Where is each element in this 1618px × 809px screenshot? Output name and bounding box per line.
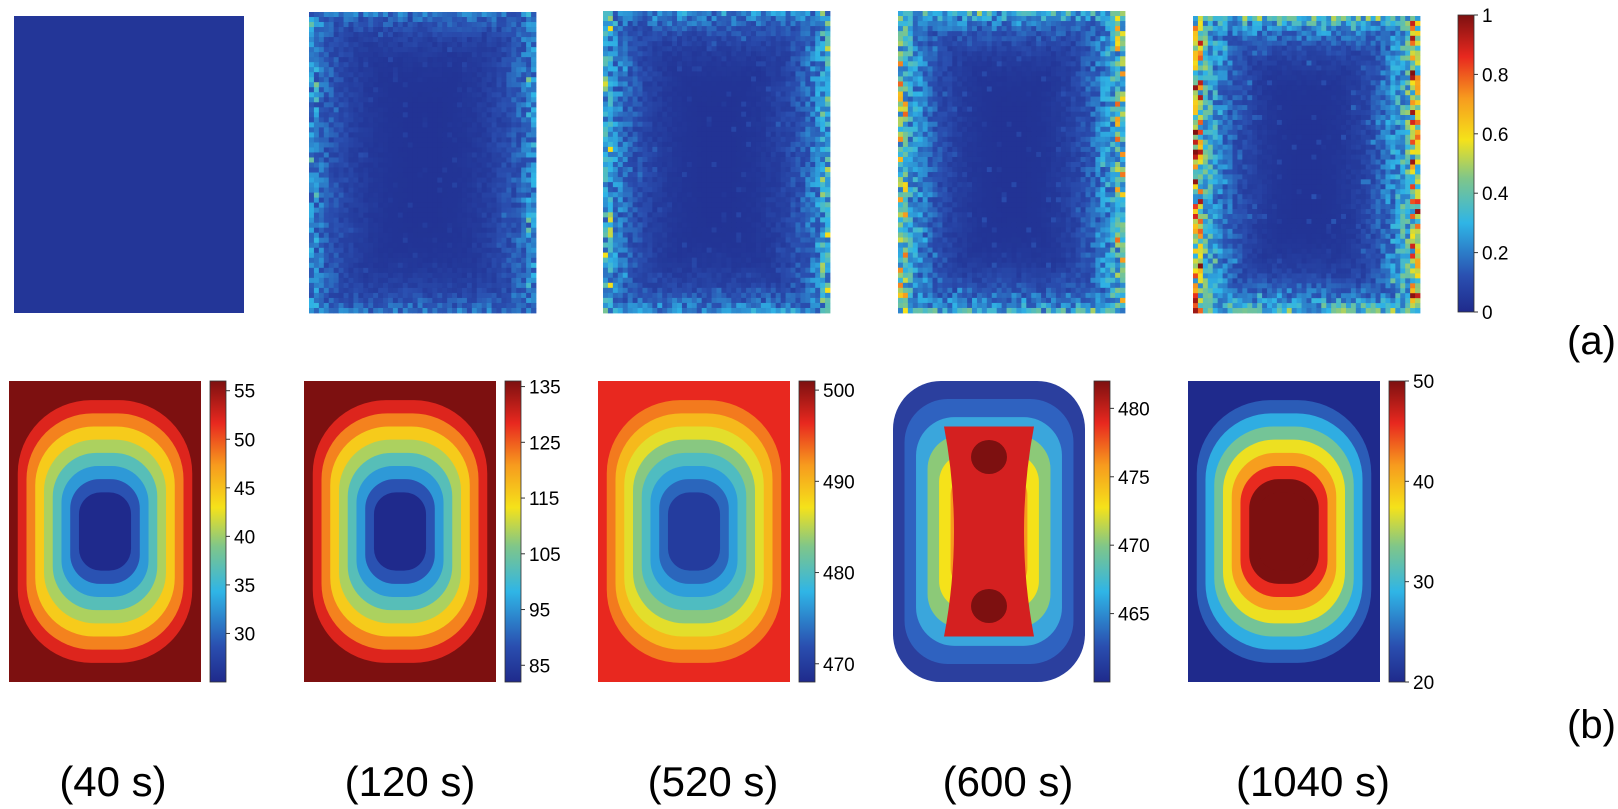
colorbar-a-tick-label: 0	[1482, 303, 1493, 324]
colorbar-b-tick-label: 30	[234, 624, 255, 645]
heatmap-a-5	[1193, 16, 1421, 314]
contour-b-1: 30 35 40 45 50 55	[9, 380, 255, 683]
contour-band	[944, 426, 1034, 637]
heatmap-a-4	[898, 11, 1126, 314]
contour-b-3: 470 480 490 500	[598, 380, 855, 683]
contour-b-2: 85 95 105 115 125 135	[304, 378, 561, 683]
colorbar-b-tick-label: 45	[234, 479, 255, 500]
contour-b-5: 20 30 40 50	[1188, 372, 1434, 694]
colorbar-b-tick-label: 115	[529, 489, 559, 510]
colorbar-b-tick-label: 50	[1413, 372, 1434, 393]
colorbar-b-4	[1093, 380, 1111, 683]
colorbar-a-tick-label: 0.4	[1482, 184, 1509, 205]
heatmap-a-background	[14, 16, 244, 313]
colorbar-b-tick-label: 490	[823, 472, 855, 493]
heatmap-a-2	[309, 12, 537, 314]
colorbar-b-tick-label: 95	[529, 601, 550, 622]
contour-band	[373, 492, 427, 571]
time-label-40: (40 s)	[59, 758, 166, 805]
row-a-colorbar: 0 0.2 0.4 0.6 0.8 1	[1457, 6, 1509, 324]
colorbar-b-tick-label: 40	[1413, 472, 1434, 493]
colorbar-b-1	[209, 380, 227, 683]
hot-spot-top	[971, 440, 1007, 474]
colorbar-b-tick-label: 475	[1118, 468, 1150, 489]
contour-band	[667, 492, 721, 571]
panel-label-b: (b)	[1567, 703, 1616, 747]
time-label-600: (600 s)	[943, 758, 1074, 805]
contour-b-4: 465 470 475 480	[893, 380, 1150, 683]
colorbar-b-tick-label: 30	[1413, 573, 1434, 594]
row-b-contours: 30 35 40 45 50 55 85 95 105 115 125 135 470 480 490 500…	[9, 372, 1434, 694]
colorbar-b-tick-label: 480	[823, 564, 855, 585]
colorbar-a-bar	[1457, 14, 1475, 313]
colorbar-b-3	[798, 380, 816, 683]
colorbar-a-tick-label: 0.8	[1482, 65, 1508, 86]
colorbar-b-tick-label: 465	[1118, 605, 1150, 626]
colorbar-b-tick-label: 470	[823, 655, 855, 676]
colorbar-b-tick-label: 55	[234, 382, 255, 403]
colorbar-b-tick-label: 500	[823, 381, 855, 402]
colorbar-b-tick-label: 480	[1118, 399, 1150, 420]
colorbar-a-tick-label: 1	[1482, 6, 1493, 27]
colorbar-b-tick-label: 125	[529, 433, 561, 454]
time-label-520: (520 s)	[648, 758, 779, 805]
row-a-heatmaps	[14, 11, 1421, 314]
time-label-120: (120 s)	[345, 758, 476, 805]
colorbar-b-tick-label: 85	[529, 656, 550, 677]
colorbar-b-tick-label: 35	[234, 576, 255, 597]
colorbar-a-tick-label: 0.2	[1482, 244, 1508, 265]
colorbar-b-tick-label: 135	[529, 378, 561, 399]
colorbar-b-tick-label: 470	[1118, 536, 1150, 557]
colorbar-b-tick-label: 40	[234, 527, 255, 548]
colorbar-b-2	[504, 380, 522, 683]
colorbar-b-5	[1388, 380, 1406, 683]
heatmap-a-1	[14, 16, 244, 313]
contour-band	[78, 492, 132, 571]
colorbar-b-tick-label: 105	[529, 545, 561, 566]
time-labels: (40 s) (120 s) (520 s) (600 s) (1040 s)	[59, 758, 1390, 805]
contour-band	[1257, 492, 1311, 571]
time-label-1040: (1040 s)	[1236, 758, 1390, 805]
colorbar-a-tick-label: 0.6	[1482, 125, 1508, 146]
panel-label-a: (a)	[1567, 319, 1616, 363]
heatmap-a-3	[603, 11, 831, 314]
colorbar-b-tick-label: 20	[1413, 673, 1434, 694]
hot-spot-bottom	[971, 589, 1007, 623]
colorbar-b-tick-label: 50	[234, 430, 255, 451]
